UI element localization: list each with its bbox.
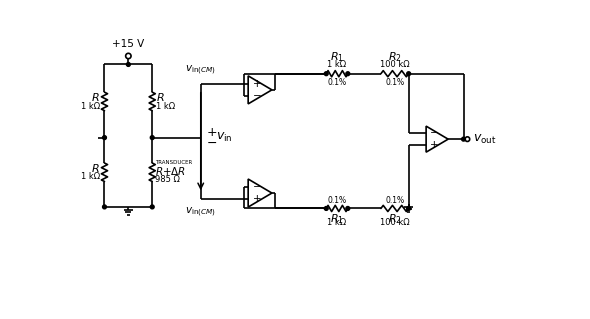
Text: 0.1%: 0.1%	[327, 78, 346, 86]
Text: 1 kΩ: 1 kΩ	[156, 101, 175, 111]
Text: $\mathit{v}_{\mathrm{in}(CM)}$: $\mathit{v}_{\mathrm{in}(CM)}$	[185, 64, 217, 78]
Text: +: +	[430, 140, 438, 150]
Circle shape	[324, 206, 328, 210]
Circle shape	[324, 72, 328, 76]
Circle shape	[103, 205, 106, 209]
Circle shape	[103, 136, 106, 139]
Text: −: −	[253, 91, 261, 101]
Text: 0.1%: 0.1%	[385, 78, 404, 86]
Text: 1 kΩ: 1 kΩ	[81, 172, 100, 182]
Text: $\mathit{v}_{\mathrm{in}(CM)}$: $\mathit{v}_{\mathrm{in}(CM)}$	[185, 205, 217, 219]
Text: $\mathit{v}_{\mathrm{out}}$: $\mathit{v}_{\mathrm{out}}$	[473, 133, 496, 146]
Text: 1 kΩ: 1 kΩ	[327, 60, 346, 69]
Text: $R{+}\Delta R$: $R{+}\Delta R$	[155, 165, 186, 177]
Text: 1 kΩ: 1 kΩ	[81, 101, 100, 111]
Text: $\mathit{v}_{\mathrm{in}}$: $\mathit{v}_{\mathrm{in}}$	[216, 131, 232, 144]
Text: 100 kΩ: 100 kΩ	[380, 60, 409, 69]
Circle shape	[407, 206, 411, 210]
Circle shape	[407, 72, 411, 76]
Circle shape	[150, 205, 154, 209]
Text: $R_2$: $R_2$	[388, 50, 402, 64]
Circle shape	[346, 206, 350, 210]
Circle shape	[150, 136, 154, 139]
Text: TRANSDUCER: TRANSDUCER	[176, 121, 210, 125]
Text: $R_1$: $R_1$	[330, 50, 344, 64]
Text: $R_2$: $R_2$	[388, 212, 402, 226]
Text: $R_1$: $R_1$	[330, 212, 344, 226]
Text: +: +	[253, 78, 261, 89]
Text: $R$: $R$	[156, 91, 165, 103]
Text: 0.1%: 0.1%	[385, 196, 404, 204]
Text: +: +	[207, 126, 218, 139]
Text: $R$: $R$	[91, 91, 100, 103]
Text: 1 kΩ: 1 kΩ	[327, 219, 346, 227]
Text: 0.1%: 0.1%	[327, 196, 346, 204]
Text: −: −	[253, 182, 261, 192]
Circle shape	[126, 63, 130, 66]
Text: 985 Ω: 985 Ω	[155, 175, 180, 184]
Text: −: −	[430, 128, 439, 138]
Text: −: −	[207, 137, 217, 150]
Text: 100 kΩ: 100 kΩ	[380, 219, 409, 227]
Circle shape	[461, 137, 466, 141]
Circle shape	[346, 72, 350, 76]
Text: $R$: $R$	[91, 162, 100, 174]
Text: +15 V: +15 V	[112, 39, 145, 49]
Text: +: +	[253, 194, 261, 204]
Text: TRANSDUCER: TRANSDUCER	[155, 160, 192, 165]
